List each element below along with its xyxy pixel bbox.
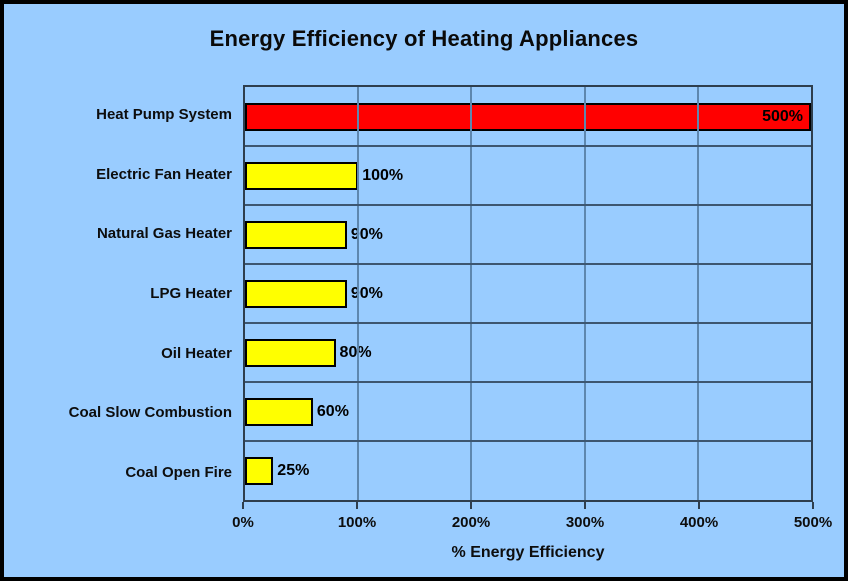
bar-wrap: 90% (245, 205, 811, 264)
gridline-horizontal (245, 440, 811, 442)
chart-title: Energy Efficiency of Heating Appliances (209, 26, 639, 51)
bar-wrap: 80% (245, 323, 811, 382)
x-tick-mark (812, 502, 814, 509)
x-tick-mark (698, 502, 700, 509)
x-tick-mark (470, 502, 472, 509)
category-label: Coal Open Fire (125, 463, 232, 481)
x-tick-label: 100% (337, 514, 377, 531)
gridline-vertical (470, 87, 473, 500)
bar-value-label: 80% (339, 343, 372, 361)
bar-wrap: 100% (245, 146, 811, 205)
gridline-horizontal (245, 263, 811, 265)
plot-area: 500% 100% 90% 90% 80% 60% (243, 85, 813, 502)
category-labels: Heat Pump System Electric Fan Heater Nat… (8, 85, 232, 502)
bar (245, 279, 347, 308)
bar-rows: 500% 100% 90% 90% 80% 60% (245, 87, 811, 500)
bar-row: 500% (245, 87, 811, 146)
x-axis: % Energy Efficiency 0% 100% 200% 300% 400% 50… (232, 502, 832, 577)
x-tick-label: 200% (451, 514, 491, 531)
bar-row: 90% (245, 205, 811, 264)
bar (245, 456, 274, 485)
bar (245, 220, 347, 249)
bar-value-label: 100% (362, 166, 404, 184)
bar-wrap: 60% (245, 382, 811, 441)
gridline-horizontal (245, 145, 811, 147)
category-label: LPG Heater (150, 285, 232, 303)
bar-row: 25% (245, 441, 811, 500)
bar (245, 338, 336, 367)
x-tick-label: 500% (793, 514, 833, 531)
x-tick-label: 400% (679, 514, 719, 531)
bar-value-label: 500% (762, 107, 803, 125)
category-label: Heat Pump System (96, 106, 232, 124)
x-tick-label: 300% (565, 514, 605, 531)
category-label: Oil Heater (161, 344, 232, 362)
gridline-horizontal (245, 322, 811, 324)
x-tick-mark (584, 502, 586, 509)
category-label: Coal Slow Combustion (68, 404, 232, 422)
gridline-vertical (357, 87, 360, 500)
gridline-horizontal (245, 381, 811, 383)
bar (245, 161, 359, 190)
x-tick-label: 0% (232, 514, 254, 531)
bar (245, 102, 811, 131)
x-tick-mark (242, 502, 244, 509)
category-label: Electric Fan Heater (96, 165, 232, 183)
category-label: Natural Gas Heater (96, 225, 232, 243)
gridline-vertical (583, 87, 586, 500)
bar-row: 90% (245, 264, 811, 323)
gridline-vertical (696, 87, 699, 500)
bar-row: 100% (245, 146, 811, 205)
bar-value-label: 90% (350, 284, 383, 302)
bar-value-label: 90% (350, 225, 383, 243)
bar-row: 60% (245, 382, 811, 441)
bar-wrap: 90% (245, 264, 811, 323)
bar-value-label: 60% (316, 402, 349, 420)
bar-wrap: 25% (245, 441, 811, 500)
x-tick-mark (356, 502, 358, 509)
bar-row: 80% (245, 323, 811, 382)
gridline-horizontal (245, 204, 811, 206)
x-axis-label: % Energy Efficiency (451, 544, 605, 561)
bar-wrap: 500% (245, 87, 811, 146)
bar (245, 397, 313, 426)
bar-value-label: 25% (277, 461, 310, 479)
